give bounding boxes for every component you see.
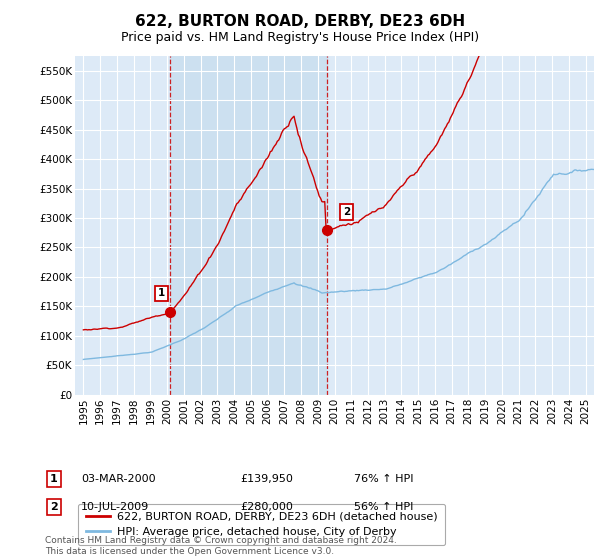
Text: Contains HM Land Registry data © Crown copyright and database right 2024.
This d: Contains HM Land Registry data © Crown c… bbox=[45, 536, 397, 556]
Text: 76% ↑ HPI: 76% ↑ HPI bbox=[354, 474, 413, 484]
Text: 622, BURTON ROAD, DERBY, DE23 6DH: 622, BURTON ROAD, DERBY, DE23 6DH bbox=[135, 14, 465, 29]
Text: 03-MAR-2000: 03-MAR-2000 bbox=[81, 474, 155, 484]
Text: 10-JUL-2009: 10-JUL-2009 bbox=[81, 502, 149, 512]
Bar bbox=[170, 56, 326, 395]
Legend: 622, BURTON ROAD, DERBY, DE23 6DH (detached house), HPI: Average price, detached: 622, BURTON ROAD, DERBY, DE23 6DH (detac… bbox=[78, 503, 445, 545]
Text: 56% ↑ HPI: 56% ↑ HPI bbox=[354, 502, 413, 512]
Text: 2: 2 bbox=[50, 502, 58, 512]
Text: £139,950: £139,950 bbox=[240, 474, 293, 484]
Text: Price paid vs. HM Land Registry's House Price Index (HPI): Price paid vs. HM Land Registry's House … bbox=[121, 31, 479, 44]
Text: 2: 2 bbox=[343, 207, 350, 217]
Text: 1: 1 bbox=[50, 474, 58, 484]
Text: 1: 1 bbox=[158, 288, 165, 298]
Text: £280,000: £280,000 bbox=[240, 502, 293, 512]
